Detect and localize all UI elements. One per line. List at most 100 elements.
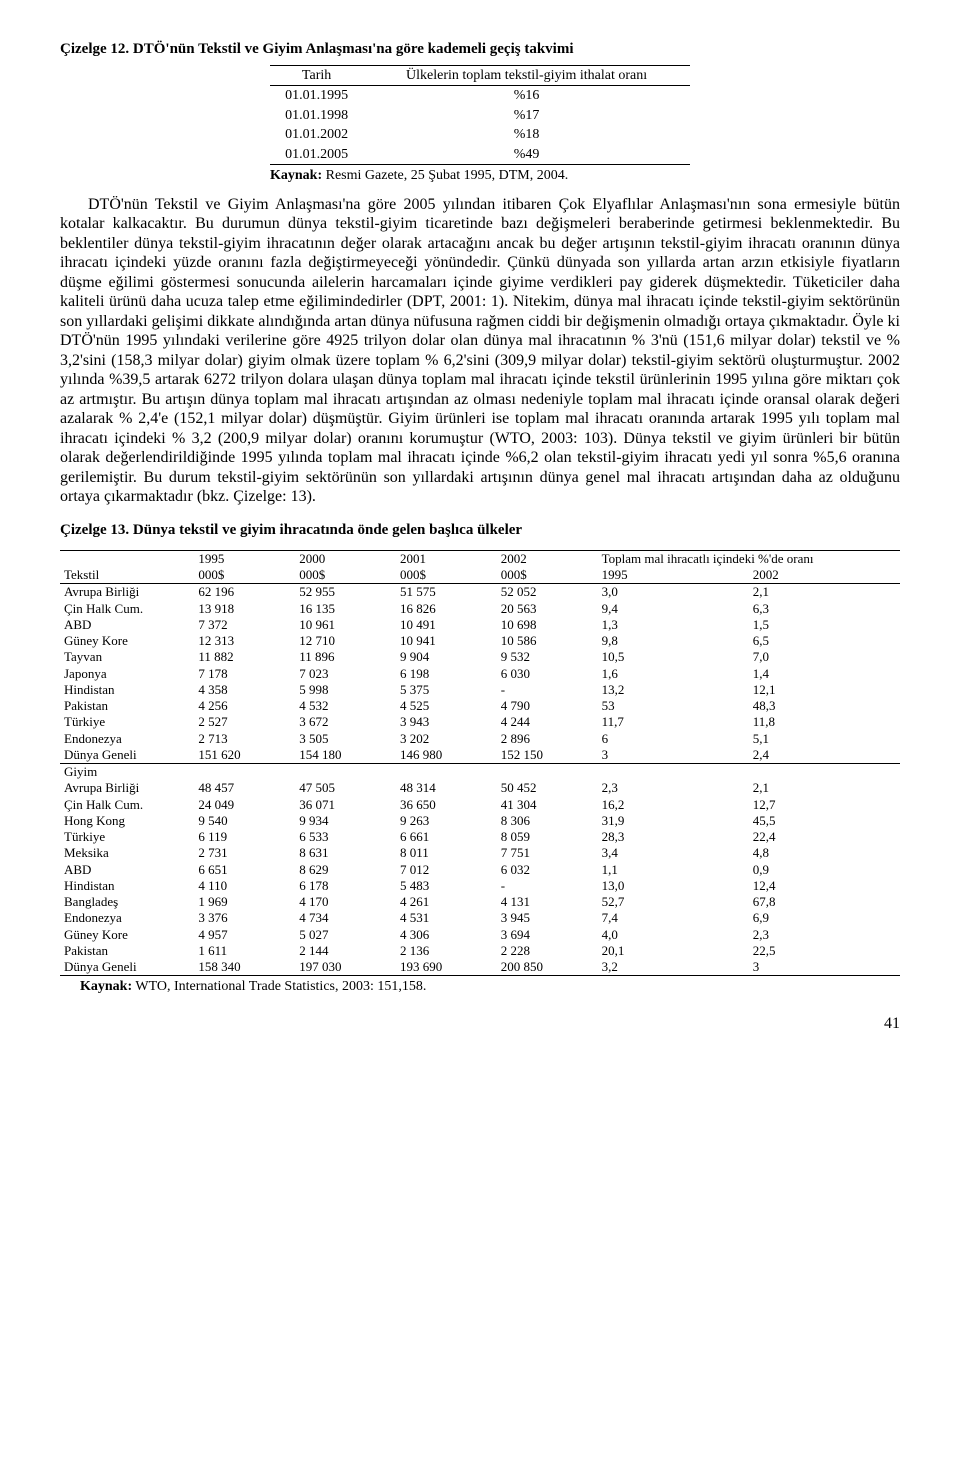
- table-cell: 4 525: [396, 698, 497, 714]
- table-cell: Pakistan: [60, 943, 194, 959]
- table-row: Hong Kong9 5409 9349 2638 30631,945,5: [60, 813, 900, 829]
- table-cell: 12 710: [295, 633, 396, 649]
- table-cell: -: [497, 682, 598, 698]
- table-cell: 16 135: [295, 601, 396, 617]
- table-cell: 11,7: [598, 714, 749, 730]
- table-cell: 9,4: [598, 601, 749, 617]
- t12-r2c1: %18: [363, 125, 690, 145]
- table-cell: 6 198: [396, 666, 497, 682]
- table-row: Çin Halk Cum.24 04936 07136 65041 30416,…: [60, 797, 900, 813]
- table-cell: 1,4: [749, 666, 900, 682]
- table-row: Türkiye6 1196 5336 6618 05928,322,4: [60, 829, 900, 845]
- table-cell: 67,8: [749, 894, 900, 910]
- table-cell: 4 790: [497, 698, 598, 714]
- table-cell: 6 178: [295, 878, 396, 894]
- table-cell: Endonezya: [60, 731, 194, 747]
- t13-sh6: 2002: [749, 567, 900, 584]
- table-cell: 2 896: [497, 731, 598, 747]
- table-cell: 1,3: [598, 617, 749, 633]
- t12-r3c1: %49: [363, 145, 690, 165]
- table-cell: ABD: [60, 862, 194, 878]
- table-cell: 48 314: [396, 780, 497, 796]
- table-cell: 3 202: [396, 731, 497, 747]
- table-cell: 3,4: [598, 845, 749, 861]
- table-cell: 12,1: [749, 682, 900, 698]
- table-cell: 1 969: [194, 894, 295, 910]
- giyim-label: Giyim: [60, 764, 194, 781]
- table13: 1995 2000 2001 2002 Toplam mal ihracatlı…: [60, 550, 900, 977]
- table-cell: 7 023: [295, 666, 396, 682]
- table-cell: 2 136: [396, 943, 497, 959]
- table-cell: 51 575: [396, 584, 497, 601]
- table13-caption: Çizelge 13. Dünya tekstil ve giyim ihrac…: [60, 521, 900, 540]
- table-cell: 13,2: [598, 682, 749, 698]
- table-cell: 28,3: [598, 829, 749, 845]
- table-cell: 62 196: [194, 584, 295, 601]
- table-row: Japonya7 1787 0236 1986 0301,61,4: [60, 666, 900, 682]
- table-row: Çin Halk Cum.13 91816 13516 82620 5639,4…: [60, 601, 900, 617]
- table13-source-text: WTO, International Trade Statistics, 200…: [132, 979, 426, 994]
- table-cell: 154 180: [295, 747, 396, 764]
- table-cell: 1,5: [749, 617, 900, 633]
- table-cell: 6 119: [194, 829, 295, 845]
- table-row: Güney Kore12 31312 71010 94110 5869,86,5: [60, 633, 900, 649]
- table-cell: Endonezya: [60, 910, 194, 926]
- table-row: Endonezya2 7133 5053 2022 89665,1: [60, 731, 900, 747]
- table-cell: 5 998: [295, 682, 396, 698]
- table-cell: 7 372: [194, 617, 295, 633]
- table-cell: 9,8: [598, 633, 749, 649]
- table-cell: 4 131: [497, 894, 598, 910]
- table-cell: 11 882: [194, 649, 295, 665]
- table-cell: 5 375: [396, 682, 497, 698]
- table-cell: 9 263: [396, 813, 497, 829]
- table-cell: 10 698: [497, 617, 598, 633]
- table-cell: 45,5: [749, 813, 900, 829]
- table-cell: 3 376: [194, 910, 295, 926]
- table-cell: 13 918: [194, 601, 295, 617]
- table-cell: 36 650: [396, 797, 497, 813]
- page-number: 41: [60, 1014, 900, 1034]
- t13-yh1: 1995: [194, 550, 295, 567]
- t12-r0c0: 01.01.1995: [270, 86, 363, 106]
- table-cell: 20,1: [598, 943, 749, 959]
- table-cell: 6 651: [194, 862, 295, 878]
- table-cell: 3 943: [396, 714, 497, 730]
- table-cell: 12,7: [749, 797, 900, 813]
- table12-wrap: Tarih Ülkelerin toplam tekstil-giyim ith…: [270, 65, 690, 185]
- table-row: Güney Kore4 9575 0274 3063 6944,02,3: [60, 927, 900, 943]
- table-row: ABD6 6518 6297 0126 0321,10,9: [60, 862, 900, 878]
- table-cell: 200 850: [497, 959, 598, 976]
- t12-r3c0: 01.01.2005: [270, 145, 363, 165]
- table-cell: 16 826: [396, 601, 497, 617]
- table-cell: Güney Kore: [60, 927, 194, 943]
- t13-sh0: Tekstil: [60, 567, 194, 584]
- table-cell: Hong Kong: [60, 813, 194, 829]
- tekstil-body: Avrupa Birliği62 19652 95551 57552 0523,…: [60, 584, 900, 764]
- table-cell: 5 483: [396, 878, 497, 894]
- table-cell: 50 452: [497, 780, 598, 796]
- table-cell: 52 052: [497, 584, 598, 601]
- table-cell: Tayvan: [60, 649, 194, 665]
- table-cell: 146 980: [396, 747, 497, 764]
- table-row: Tayvan11 88211 8969 9049 53210,57,0: [60, 649, 900, 665]
- t13-sh3: 000$: [396, 567, 497, 584]
- table-cell: Dünya Geneli: [60, 747, 194, 764]
- table-cell: 3: [749, 959, 900, 976]
- table-cell: 9 540: [194, 813, 295, 829]
- table-cell: Dünya Geneli: [60, 959, 194, 976]
- table-cell: 2 527: [194, 714, 295, 730]
- table-cell: 8 306: [497, 813, 598, 829]
- table-cell: 9 904: [396, 649, 497, 665]
- table12-source-label: Kaynak:: [270, 168, 322, 183]
- table-row: Pakistan1 6112 1442 1362 22820,122,5: [60, 943, 900, 959]
- t13-yh2: 2000: [295, 550, 396, 567]
- table-cell: 24 049: [194, 797, 295, 813]
- table-cell: 2 713: [194, 731, 295, 747]
- table-cell: 8 059: [497, 829, 598, 845]
- table-row: Bangladeş1 9694 1704 2614 13152,767,8: [60, 894, 900, 910]
- table-cell: 20 563: [497, 601, 598, 617]
- table-cell: 10,5: [598, 649, 749, 665]
- table-cell: 6,9: [749, 910, 900, 926]
- table-cell: 2 144: [295, 943, 396, 959]
- table-cell: 4 170: [295, 894, 396, 910]
